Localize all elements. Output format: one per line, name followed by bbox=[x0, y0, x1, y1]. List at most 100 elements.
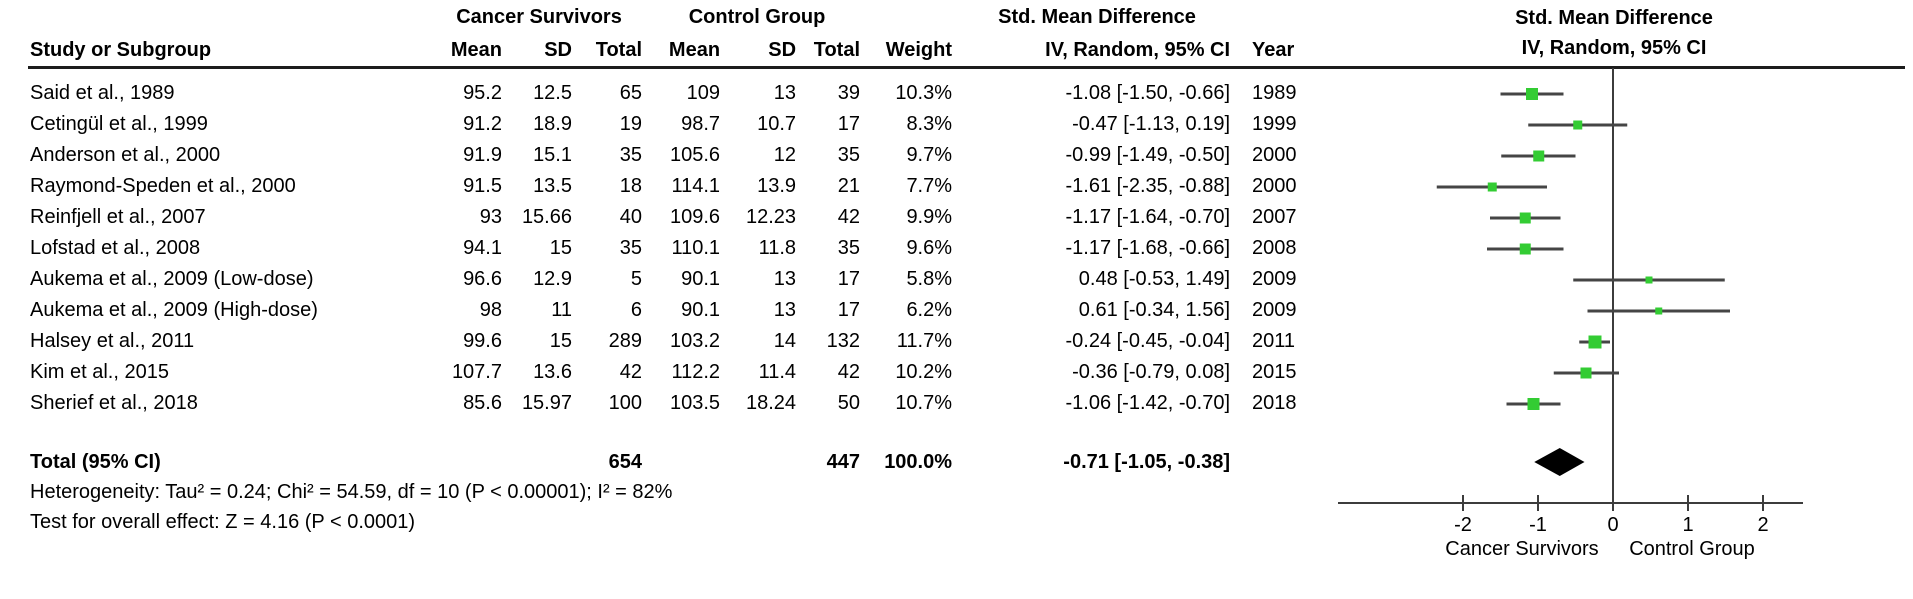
cell-weight: 9.6% bbox=[906, 237, 953, 259]
cell-effect-ci: -0.36 [-0.79, 0.08] bbox=[1072, 361, 1231, 383]
effect-marker bbox=[1580, 367, 1592, 379]
cell-sd-survivors: 13.6 bbox=[533, 361, 572, 383]
col-year: Year bbox=[1252, 38, 1295, 61]
cell-total-control: 132 bbox=[826, 330, 861, 352]
cell-sd-survivors: 15.97 bbox=[521, 392, 572, 414]
cell-mean-survivors: 94.1 bbox=[463, 237, 502, 259]
cell-sd-survivors: 15 bbox=[549, 330, 572, 352]
axis-label-cancer-survivors: Cancer Survivors bbox=[1445, 538, 1598, 560]
cell-total-control: 17 bbox=[837, 113, 861, 135]
col-sd-control: SD bbox=[768, 38, 797, 61]
col-sd-survivors: SD bbox=[544, 38, 572, 61]
cell-total-control: 42 bbox=[837, 206, 861, 228]
cell-weight: 10.7% bbox=[895, 392, 953, 414]
total-row: Total (95% CI) 654 447 100.0% -0.71 [-1.… bbox=[0, 447, 1306, 478]
plot-header-method: IV, Random, 95% CI bbox=[1521, 37, 1707, 59]
cell-weight: 7.7% bbox=[906, 175, 953, 197]
cell-weight: 5.8% bbox=[906, 268, 953, 290]
col-mean-control: Mean bbox=[668, 38, 721, 61]
total-weight: 100.0% bbox=[884, 451, 953, 473]
cell-study: Aukema et al., 2009 (High-dose) bbox=[30, 299, 318, 321]
cell-sd-control: 13 bbox=[773, 82, 797, 104]
cell-year: 2008 bbox=[1252, 237, 1297, 259]
cell-effect-ci: -0.47 [-1.13, 0.19] bbox=[1072, 113, 1231, 135]
study-row: Lofstad et al., 2008 94.1 15 35 110.1 11.8 35 9… bbox=[0, 233, 1306, 264]
cell-sd-survivors: 13.5 bbox=[533, 175, 572, 197]
study-row: Anderson et al., 2000 91.9 15.1 35 105.6 12 35… bbox=[0, 140, 1306, 171]
total-empty bbox=[1236, 447, 1306, 478]
cell-sd-survivors: 15 bbox=[549, 237, 572, 259]
study-row: Aukema et al., 2009 (High-dose) 98 11 6 90.1… bbox=[0, 295, 1306, 326]
cell-sd-survivors: 11 bbox=[551, 299, 572, 321]
cell-sd-control: 13.9 bbox=[757, 175, 797, 197]
effect-marker bbox=[1645, 276, 1653, 284]
cell-sd-control: 13 bbox=[773, 268, 797, 290]
cell-total-survivors: 40 bbox=[619, 206, 643, 228]
axis-label-control-group: Control Group bbox=[1629, 538, 1755, 560]
cell-weight: 8.3% bbox=[906, 113, 953, 135]
cell-study: Lofstad et al., 2008 bbox=[30, 237, 201, 259]
cell-weight: 10.3% bbox=[895, 82, 953, 104]
col-mean-survivors: Mean bbox=[450, 38, 502, 61]
cell-effect-ci: -1.17 [-1.68, -0.66] bbox=[1065, 237, 1231, 259]
effect-marker bbox=[1526, 88, 1538, 100]
study-rows-body: Said et al., 1989 95.2 12.5 65 109 13 39 10.3% -… bbox=[0, 78, 1306, 419]
cell-study: Raymond-Speden et al., 2000 bbox=[30, 175, 296, 197]
cell-total-control: 35 bbox=[837, 144, 861, 166]
header-underline bbox=[28, 66, 1905, 69]
group-header-cancer-survivors: Cancer Survivors bbox=[456, 5, 622, 28]
cell-mean-survivors: 91.2 bbox=[463, 113, 502, 135]
column-header-row: Study or Subgroup Mean SD Total Mean SD … bbox=[0, 34, 1306, 66]
total-n-survivors: 654 bbox=[608, 451, 643, 473]
cell-total-control: 39 bbox=[837, 82, 861, 104]
cell-study: Halsey et al., 2011 bbox=[30, 330, 195, 352]
cell-effect-ci: 0.48 [-0.53, 1.49] bbox=[1078, 268, 1231, 290]
cell-total-survivors: 18 bbox=[619, 175, 643, 197]
cell-mean-control: 90.1 bbox=[681, 299, 721, 321]
cell-year: 2009 bbox=[1252, 299, 1297, 321]
study-row: Halsey et al., 2011 99.6 15 289 103.2 14 132 11… bbox=[0, 326, 1306, 357]
cell-study: Reinfjell et al., 2007 bbox=[30, 206, 206, 228]
cell-total-survivors: 6 bbox=[630, 299, 643, 321]
cell-year: 2011 bbox=[1252, 330, 1296, 352]
cell-year: 2000 bbox=[1252, 175, 1297, 197]
cell-mean-control: 90.1 bbox=[681, 268, 721, 290]
overall-effect-note: Test for overall effect: Z = 4.16 (P < 0… bbox=[30, 511, 416, 533]
cell-sd-control: 11.4 bbox=[758, 361, 797, 383]
cell-year: 1989 bbox=[1252, 82, 1297, 104]
cell-mean-control: 109.6 bbox=[669, 206, 721, 228]
study-row: Reinfjell et al., 2007 93 15.66 40 109.6 12.2… bbox=[0, 202, 1306, 233]
cell-mean-control: 105.6 bbox=[669, 144, 721, 166]
axis-tick-label: 0 bbox=[1607, 514, 1618, 536]
cell-total-control: 50 bbox=[837, 392, 861, 414]
group-header-control-group: Control Group bbox=[688, 5, 826, 28]
effect-marker bbox=[1588, 335, 1602, 349]
cell-mean-survivors: 85.6 bbox=[463, 392, 502, 414]
cell-sd-control: 12 bbox=[773, 144, 797, 166]
cell-year: 2018 bbox=[1252, 392, 1297, 414]
cell-total-control: 35 bbox=[837, 237, 861, 259]
effect-marker bbox=[1533, 150, 1545, 162]
cell-weight: 10.2% bbox=[895, 361, 953, 383]
study-row: Aukema et al., 2009 (Low-dose) 96.6 12.9 5 9… bbox=[0, 264, 1306, 295]
cell-total-control: 17 bbox=[837, 299, 861, 321]
cell-study: Anderson et al., 2000 bbox=[30, 144, 221, 166]
cell-weight: 9.7% bbox=[906, 144, 953, 166]
cell-mean-control: 103.5 bbox=[669, 392, 721, 414]
cell-weight: 6.2% bbox=[906, 299, 953, 321]
cell-mean-survivors: 98 bbox=[479, 299, 502, 321]
effect-marker bbox=[1519, 243, 1531, 255]
cell-sd-survivors: 18.9 bbox=[533, 113, 572, 135]
total-effect-ci: -0.71 [-1.05, -0.38] bbox=[1063, 451, 1231, 473]
cell-weight: 9.9% bbox=[906, 206, 953, 228]
group-header-smd: Std. Mean Difference bbox=[998, 5, 1196, 28]
cell-mean-survivors: 91.9 bbox=[463, 144, 502, 166]
cell-sd-survivors: 12.9 bbox=[533, 268, 572, 290]
cell-effect-ci: -1.61 [-2.35, -0.88] bbox=[1065, 175, 1231, 197]
cell-year: 2015 bbox=[1252, 361, 1297, 383]
group-header-spacer bbox=[866, 0, 958, 34]
cell-sd-control: 14 bbox=[773, 330, 797, 352]
cell-sd-control: 10.7 bbox=[757, 113, 797, 135]
plot-header-smd: Std. Mean Difference bbox=[1515, 7, 1713, 29]
